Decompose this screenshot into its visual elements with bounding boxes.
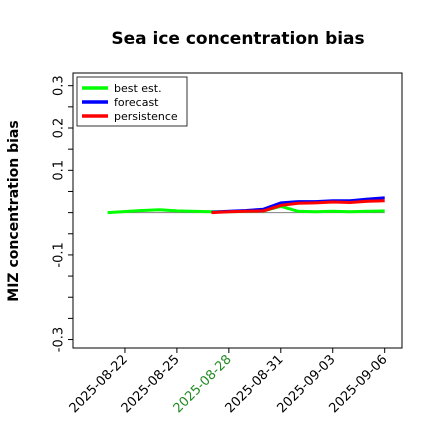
y-tick-label: 0.1 (52, 160, 67, 181)
x-ticks: 2025-08-222025-08-252025-08-282025-08-31… (67, 348, 391, 416)
series-line-persistence (211, 199, 385, 215)
chart-title: Sea ice concentration bias (111, 29, 364, 49)
legend-label: forecast (114, 96, 159, 109)
legend-label: persistence (114, 110, 178, 123)
y-axis-label: MIZ concentration bias (6, 120, 22, 301)
plot-area (72, 72, 403, 349)
series-layer (107, 196, 385, 215)
y-ticks: 0.3 0.2 0.1 -0.1 -0.3 (52, 75, 73, 352)
y-tick-label: 0.2 (52, 118, 67, 139)
y-tick-label: -0.1 (52, 242, 67, 267)
y-tick-label: -0.3 (52, 327, 67, 352)
legend-label: best est. (114, 82, 162, 95)
y-tick-label: 0.3 (52, 75, 67, 96)
